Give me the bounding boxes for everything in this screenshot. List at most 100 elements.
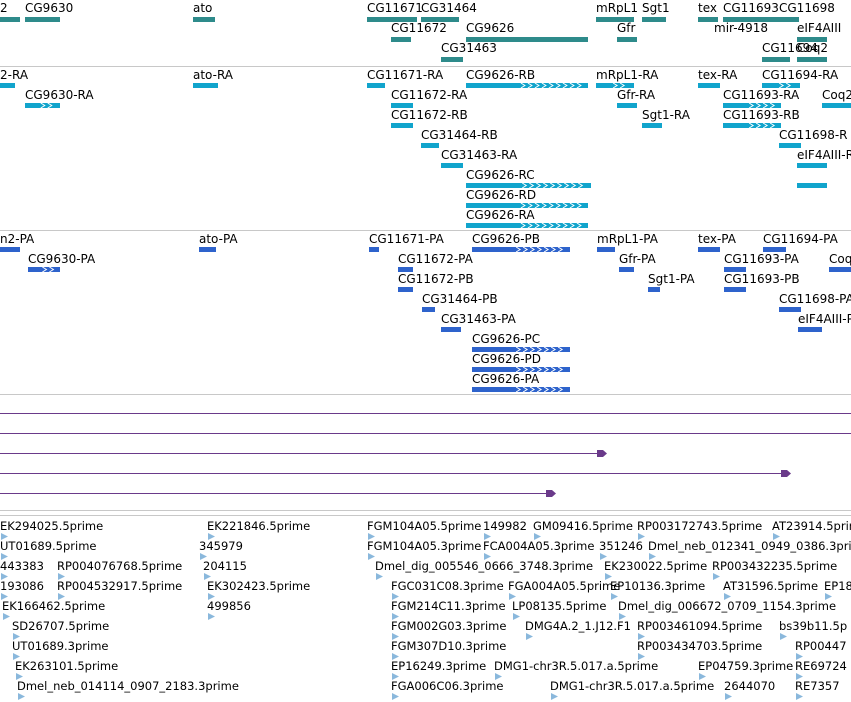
feature-label[interactable]: DMG4A.2_1.J12.F1: [525, 619, 631, 633]
gene-label[interactable]: tex: [698, 1, 717, 15]
protein-glyph[interactable]: [438, 326, 464, 333]
transcript-label[interactable]: CG9626-RB: [466, 68, 536, 82]
transcript-label[interactable]: 2-RA: [0, 68, 29, 82]
protein-label[interactable]: Coq: [829, 252, 851, 266]
protein-glyph[interactable]: [469, 346, 573, 353]
protein-label[interactable]: CG11672-PA: [398, 252, 473, 266]
feature-label[interactable]: Dmel_dig_006672_0709_1154.3prime: [618, 599, 837, 613]
transcript-glyph[interactable]: [720, 122, 784, 129]
feature-label[interactable]: RP004076768.5prime: [57, 559, 183, 573]
protein-label[interactable]: eIF4AIII-PA: [798, 312, 851, 326]
gene-glyph[interactable]: [759, 56, 793, 63]
transcript-glyph[interactable]: [22, 102, 63, 109]
feature-label[interactable]: FGM104A05.3prime: [367, 539, 482, 553]
feature-label[interactable]: RP00447: [795, 639, 847, 653]
gene-label[interactable]: eIF4AIII: [797, 21, 842, 35]
protein-label[interactable]: CG11672-PB: [398, 272, 474, 286]
gene-label[interactable]: CG11693: [723, 1, 779, 15]
protein-glyph[interactable]: [826, 266, 851, 273]
feature-arrow-icon[interactable]: [619, 613, 629, 620]
transcript-label[interactable]: CG31463-RA: [441, 148, 518, 162]
gene-label[interactable]: CG9626: [466, 21, 515, 35]
feature-arrow-icon[interactable]: [368, 553, 378, 560]
feature-label[interactable]: Dmel_neb_012341_0949_0386.3prime: [648, 539, 851, 553]
feature-label[interactable]: 204115: [203, 559, 247, 573]
feature-arrow-icon[interactable]: [605, 573, 615, 580]
transcript-glyph[interactable]: [794, 162, 830, 169]
protein-label[interactable]: Sgt1-PA: [648, 272, 695, 286]
transcript-glyph[interactable]: [720, 102, 784, 109]
transcript-label[interactable]: CG9626-RD: [466, 188, 537, 202]
protein-label[interactable]: CG11693-PB: [724, 272, 800, 286]
feature-arrow-icon[interactable]: [484, 553, 494, 560]
transcript-glyph[interactable]: [190, 82, 221, 89]
transcript-label[interactable]: Coq2: [822, 88, 851, 102]
protein-label[interactable]: n2-PA: [0, 232, 35, 246]
feature-arrow-icon[interactable]: [649, 553, 659, 560]
protein-glyph[interactable]: [721, 266, 749, 273]
feature-arrow-icon[interactable]: [725, 693, 735, 700]
gene-label[interactable]: mir-4918: [714, 21, 769, 35]
feature-arrow-icon[interactable]: [724, 593, 734, 600]
protein-glyph[interactable]: [616, 266, 637, 273]
protein-glyph[interactable]: [469, 366, 573, 373]
protein-glyph[interactable]: [395, 266, 416, 273]
feature-label[interactable]: UT01689.5prime: [0, 539, 97, 553]
gene-glyph[interactable]: [22, 16, 63, 23]
protein-glyph[interactable]: [594, 246, 618, 253]
feature-arrow-icon[interactable]: [638, 633, 648, 640]
feature-arrow-icon[interactable]: [638, 653, 648, 660]
feature-arrow-icon[interactable]: [484, 533, 494, 540]
transcript-glyph[interactable]: [794, 182, 830, 189]
feature-arrow-icon[interactable]: [16, 673, 26, 680]
gene-glyph[interactable]: [418, 16, 462, 23]
transcript-glyph[interactable]: [463, 182, 594, 189]
transcript-label[interactable]: CG11671-RA: [367, 68, 444, 82]
gene-glyph[interactable]: [794, 36, 830, 43]
feature-arrow-icon[interactable]: [13, 653, 23, 660]
transcript-glyph[interactable]: [593, 82, 637, 89]
transcript-label[interactable]: CG9626-RC: [466, 168, 535, 182]
gene-label[interactable]: CG11671: [367, 1, 423, 15]
protein-glyph[interactable]: [0, 246, 23, 253]
transcript-label[interactable]: tex-RA: [698, 68, 738, 82]
gene-glyph[interactable]: [388, 36, 414, 43]
feature-label[interactable]: FGC031C08.3prime: [391, 579, 504, 593]
feature-label[interactable]: EK294025.5prime: [0, 519, 104, 533]
feature-arrow-icon[interactable]: [58, 573, 68, 580]
feature-arrow-icon[interactable]: [509, 593, 519, 600]
protein-label[interactable]: CG9626-PD: [472, 352, 542, 366]
feature-label[interactable]: LP08135.5prime: [512, 599, 607, 613]
feature-arrow-icon[interactable]: [392, 593, 402, 600]
feature-label[interactable]: RP004532917.5prime: [57, 579, 183, 593]
transcript-label[interactable]: CG11693-RA: [723, 88, 800, 102]
feature-label[interactable]: EP10136.3prime: [610, 579, 706, 593]
protein-glyph[interactable]: [419, 306, 438, 313]
feature-label[interactable]: RP003461094.5prime: [637, 619, 763, 633]
feature-arrow-icon[interactable]: [1, 533, 11, 540]
transcript-label[interactable]: CG11698-R: [779, 128, 848, 142]
feature-label[interactable]: DMG1-chr3R.5.017.a.5prime: [550, 679, 715, 693]
feature-arrow-icon[interactable]: [18, 693, 28, 700]
feature-arrow-icon[interactable]: [513, 613, 523, 620]
feature-label[interactable]: 345979: [199, 539, 243, 553]
protein-label[interactable]: CG11693-PA: [724, 252, 799, 266]
feature-arrow-icon[interactable]: [392, 633, 402, 640]
read-line[interactable]: [0, 413, 851, 414]
feature-label[interactable]: RP003434703.5prime: [637, 639, 763, 653]
feature-label[interactable]: 149982: [483, 519, 527, 533]
gene-glyph[interactable]: [463, 36, 591, 43]
transcript-label[interactable]: CG9626-RA: [466, 208, 535, 222]
feature-arrow-icon[interactable]: [392, 653, 402, 660]
feature-arrow-icon[interactable]: [208, 613, 218, 620]
transcript-label[interactable]: CG31464-RB: [421, 128, 498, 142]
protein-glyph[interactable]: [25, 266, 63, 273]
protein-label[interactable]: mRpL1-PA: [597, 232, 658, 246]
feature-arrow-icon[interactable]: [796, 693, 806, 700]
feature-arrow-icon[interactable]: [780, 633, 790, 640]
read-line[interactable]: [0, 490, 556, 497]
protein-label[interactable]: CG31464-PB: [422, 292, 498, 306]
feature-arrow-icon[interactable]: [551, 693, 561, 700]
feature-arrow-icon[interactable]: [13, 633, 23, 640]
gene-label[interactable]: CG11672: [391, 21, 447, 35]
